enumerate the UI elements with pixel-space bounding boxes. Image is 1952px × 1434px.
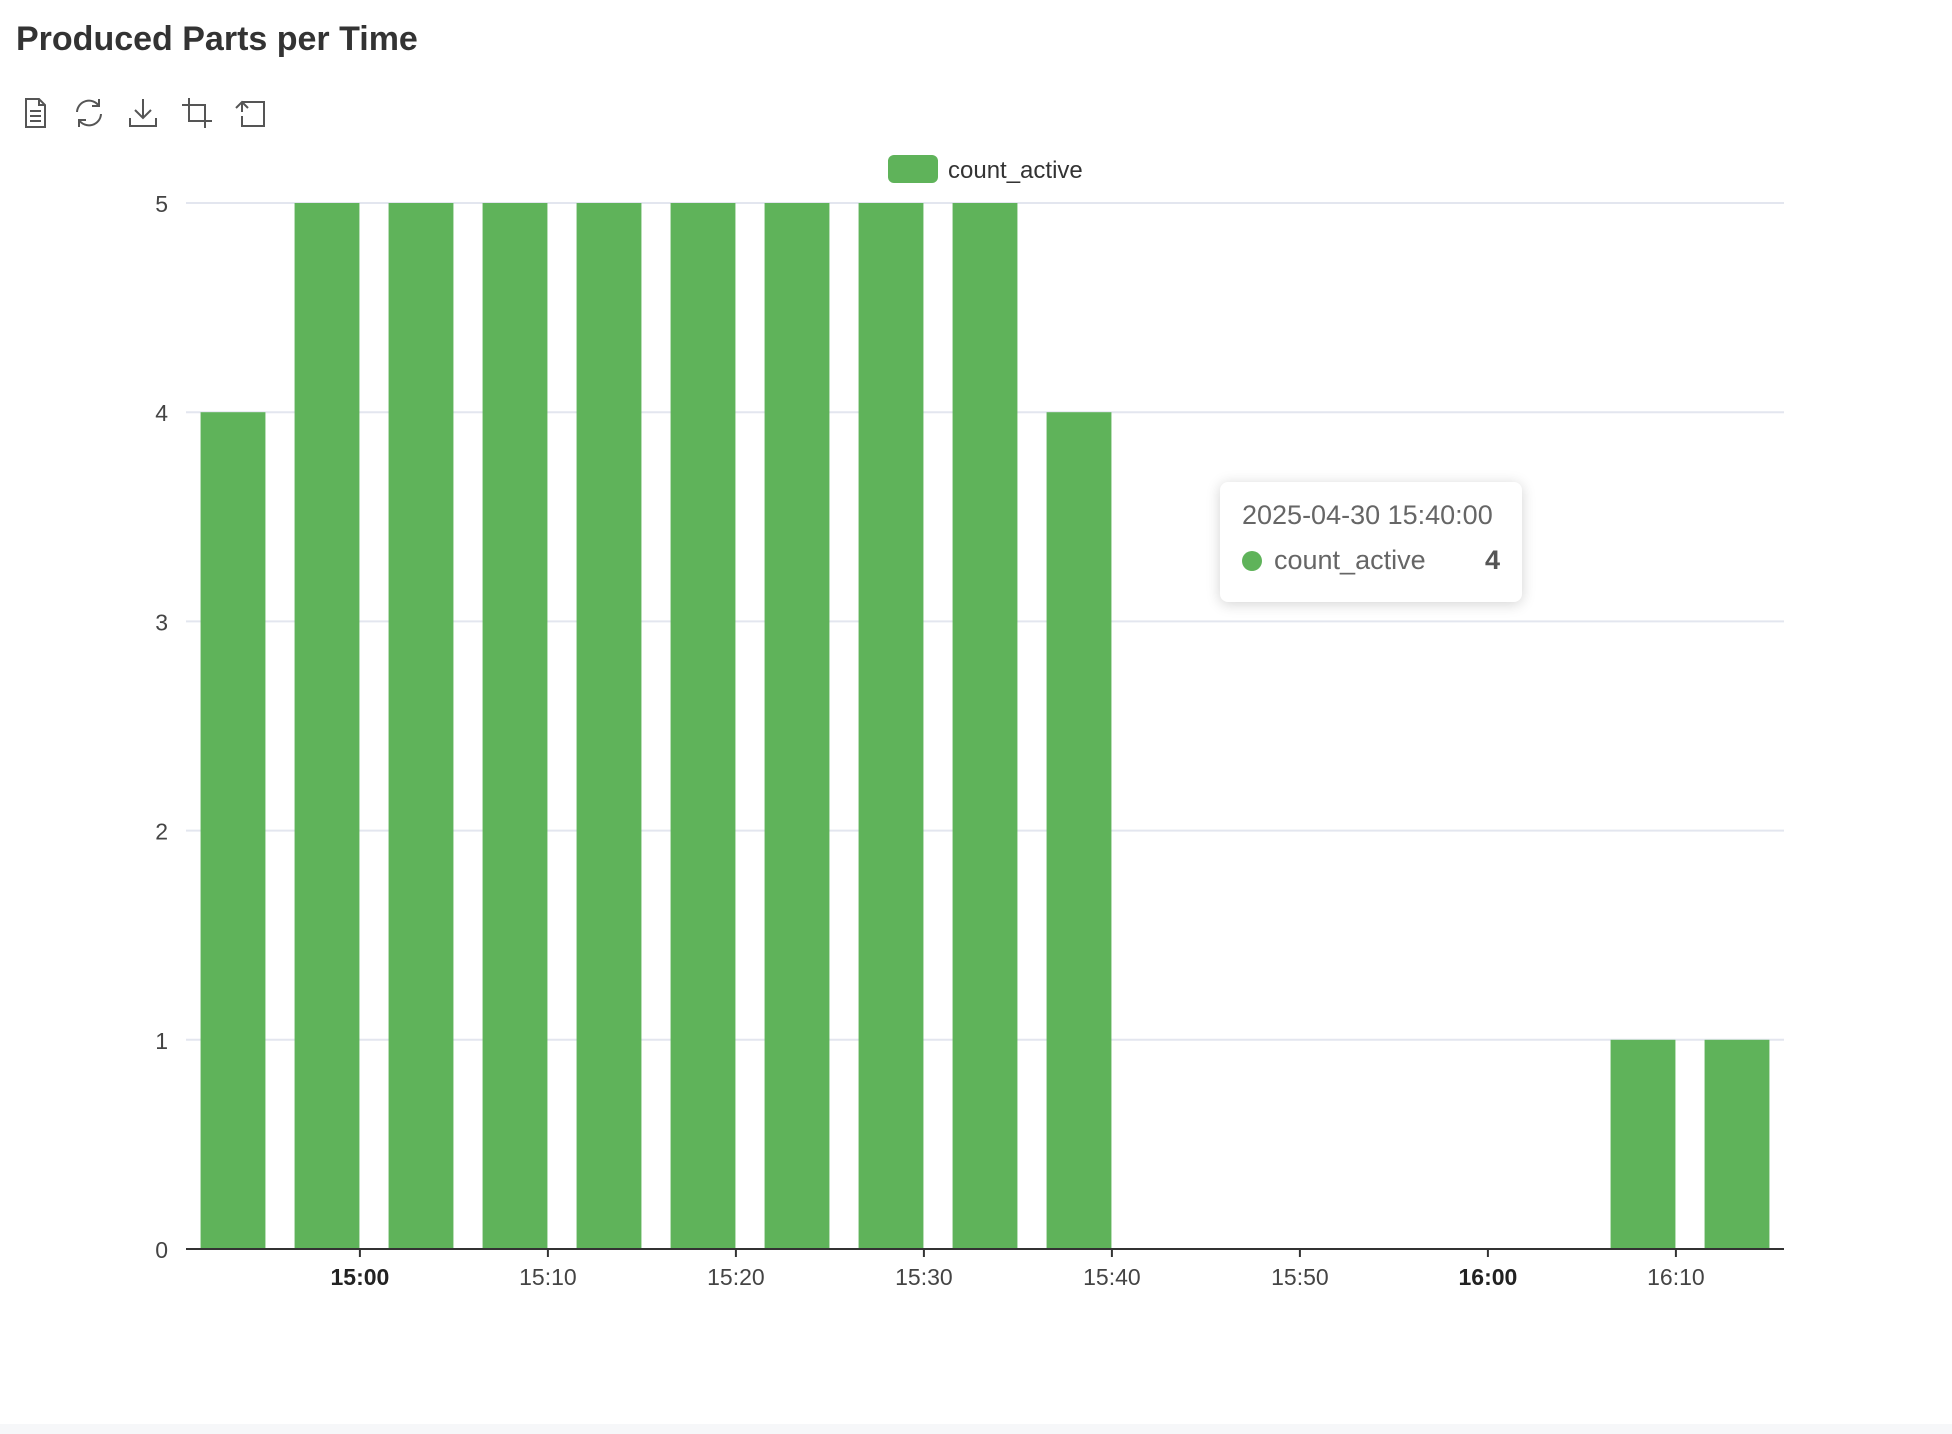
x-tick-label: 15:40 xyxy=(1083,1264,1141,1290)
page-title: Produced Parts per Time xyxy=(16,20,418,58)
footer-strip xyxy=(0,1424,1952,1434)
bar[interactable] xyxy=(576,203,642,1249)
y-tick-label: 4 xyxy=(155,400,168,426)
zoom-button[interactable] xyxy=(178,94,216,132)
tooltip-series-name: count_active xyxy=(1274,545,1426,575)
refresh-icon xyxy=(76,99,102,127)
y-tick-label: 3 xyxy=(155,609,168,635)
bar[interactable] xyxy=(764,203,830,1249)
y-tick-label: 5 xyxy=(155,191,168,217)
axes: 0 1 2 3 4 5 15:00 15:10 15:20 15:30 15:40 15:50 16:0… xyxy=(155,191,1784,1290)
bar[interactable] xyxy=(1704,1039,1770,1249)
bar[interactable] xyxy=(1046,412,1112,1249)
data-view-icon xyxy=(25,98,46,128)
bars xyxy=(200,203,1770,1249)
data-view-button[interactable] xyxy=(16,94,54,132)
chart-tooltip: 2025-04-30 15:40:00 count_active 4 xyxy=(1220,482,1522,602)
zoom-icon xyxy=(182,98,212,128)
legend-swatch[interactable] xyxy=(888,155,938,183)
zoom-reset-icon xyxy=(235,100,265,127)
legend-label[interactable]: count_active xyxy=(948,157,1083,184)
tooltip-series-marker xyxy=(1242,550,1262,571)
bar[interactable] xyxy=(200,412,266,1249)
bar[interactable] xyxy=(1610,1039,1676,1249)
x-tick-label: 15:20 xyxy=(707,1264,765,1290)
y-tick-label: 2 xyxy=(155,819,168,845)
bar[interactable] xyxy=(858,203,924,1249)
bar[interactable] xyxy=(670,203,736,1249)
chart-toolbox xyxy=(16,94,270,132)
download-icon xyxy=(129,99,157,127)
restore-button[interactable] xyxy=(70,94,108,132)
tooltip-title: 2025-04-30 15:40:00 xyxy=(1242,500,1493,530)
x-tick-label: 16:10 xyxy=(1647,1264,1705,1290)
x-tick-label: 15:50 xyxy=(1271,1264,1329,1290)
y-tick-label: 1 xyxy=(155,1028,168,1054)
zoom-reset-button[interactable] xyxy=(232,94,270,132)
legend: count_active xyxy=(888,155,1083,184)
x-tick-label: 15:30 xyxy=(895,1264,953,1290)
bar[interactable] xyxy=(388,203,454,1249)
bar[interactable] xyxy=(952,203,1018,1249)
x-tick-label: 15:10 xyxy=(519,1264,577,1290)
bar[interactable] xyxy=(294,203,360,1249)
x-tick-label: 15:00 xyxy=(330,1264,389,1290)
save-image-button[interactable] xyxy=(124,94,162,132)
tooltip-series-row: count_active 4 xyxy=(1242,545,1500,576)
tooltip-series-value: 4 xyxy=(1484,545,1500,575)
bar[interactable] xyxy=(482,203,548,1249)
x-tick-label: 16:00 xyxy=(1458,1264,1517,1290)
y-tick-label: 0 xyxy=(155,1237,168,1263)
